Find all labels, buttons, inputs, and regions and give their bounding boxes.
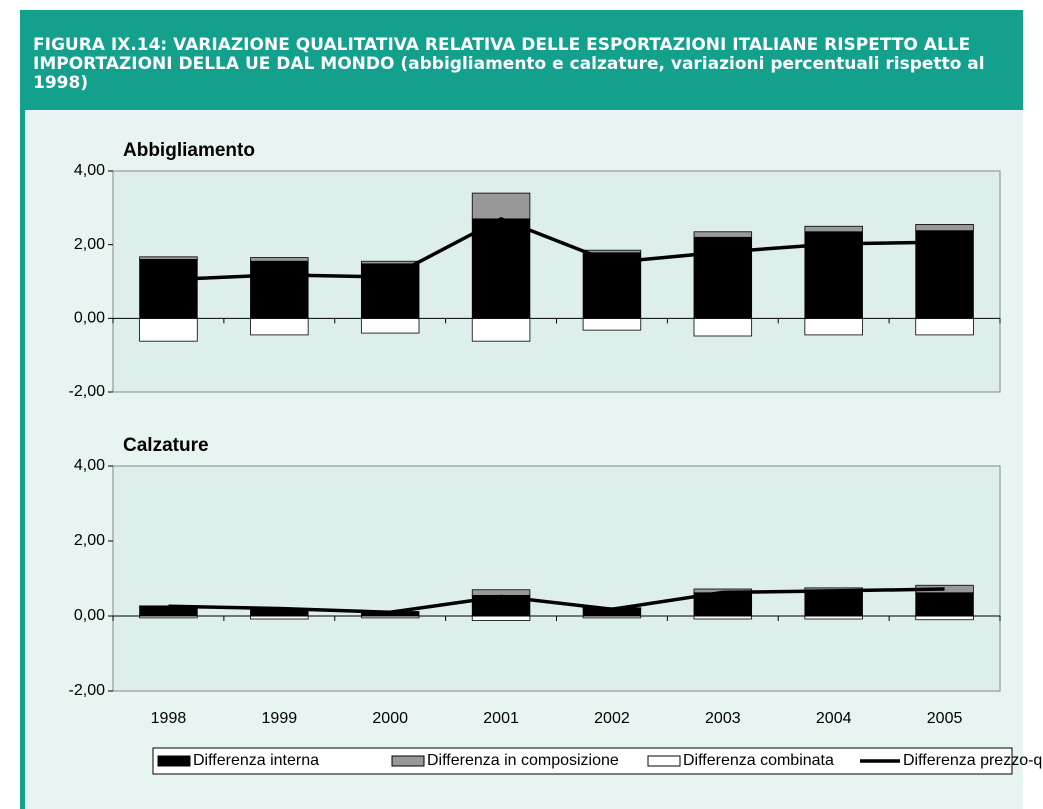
chart-title: Abbigliamento [123, 140, 255, 161]
x-tick-label: 2000 [372, 710, 408, 727]
x-tick-label: 2002 [594, 710, 630, 727]
bar [471, 615, 531, 621]
bar [693, 231, 753, 238]
y-tick-label: 0,00 [74, 607, 105, 624]
legend-label: Differenza prezzo-qualità [903, 752, 1043, 769]
y-tick-label: 4,00 [74, 162, 105, 179]
bar [471, 192, 531, 220]
panel-edge [20, 110, 25, 809]
y-tick-label: 2,00 [74, 532, 105, 549]
x-tick-label: 2003 [705, 710, 741, 727]
x-tick-label: 2001 [483, 710, 519, 727]
bar [804, 317, 863, 336]
bar [471, 589, 531, 596]
legend-swatch [391, 755, 425, 767]
bar [582, 317, 642, 331]
bar [915, 224, 974, 232]
bar [250, 260, 309, 319]
bar [915, 592, 974, 617]
bar [360, 263, 420, 319]
bar [915, 317, 974, 336]
bar [915, 615, 974, 621]
bar [693, 317, 753, 337]
y-tick-label: 2,00 [74, 236, 105, 253]
bar [471, 317, 531, 342]
bar [360, 260, 420, 265]
bar [250, 257, 309, 262]
bar [804, 591, 863, 617]
bar [915, 230, 974, 319]
bar [139, 317, 198, 342]
legend-label: Differenza in composizione [427, 752, 619, 769]
header: FIGURA IX.14: VARIAZIONE QUALITATIVA REL… [20, 10, 1023, 110]
bar [139, 256, 198, 260]
legend-swatch [647, 755, 681, 767]
y-tick-label: 0,00 [74, 310, 105, 327]
plot-area [112, 170, 1001, 393]
bar [139, 258, 198, 319]
x-tick-label: 1999 [262, 710, 298, 727]
x-tick-label: 1998 [151, 710, 187, 727]
plot-area [112, 465, 1001, 692]
chart-title: Calzature [123, 435, 209, 456]
y-tick-label: 4,00 [74, 457, 105, 474]
y-tick-label: -2,00 [69, 682, 106, 699]
legend-label: Differenza interna [193, 752, 319, 769]
bar [360, 317, 420, 334]
legend-swatch [157, 755, 191, 767]
legend-label: Differenza combinata [683, 752, 834, 769]
line [168, 216, 945, 282]
bar [250, 317, 309, 336]
bar [471, 218, 531, 319]
header-title: FIGURA IX.14: VARIAZIONE QUALITATIVA REL… [33, 35, 985, 93]
x-tick-label: 2004 [816, 710, 852, 727]
bar [582, 249, 642, 254]
line [168, 587, 945, 615]
x-tick-label: 2005 [927, 710, 963, 727]
y-tick-label: -2,00 [69, 383, 106, 400]
bar [804, 225, 863, 233]
